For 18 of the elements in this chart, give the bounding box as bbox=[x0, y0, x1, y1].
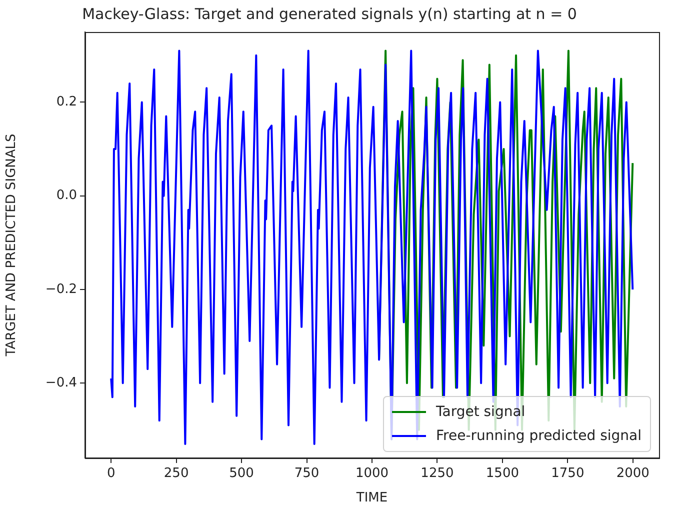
y-tick-label: −0.4 bbox=[45, 375, 77, 390]
x-tick-label: 0 bbox=[106, 466, 116, 482]
legend-label: Free-running predicted signal bbox=[436, 428, 642, 444]
y-tick-label: 0.2 bbox=[56, 94, 77, 110]
y-tick-label: −0.2 bbox=[45, 282, 77, 297]
y-tick-label: 0.0 bbox=[56, 188, 77, 204]
x-tick-label: 750 bbox=[294, 466, 320, 482]
x-tick-label: 1750 bbox=[551, 466, 584, 482]
x-tick-label: 1000 bbox=[355, 466, 389, 482]
x-tick-label: 1250 bbox=[420, 466, 454, 482]
chart-title: Mackey-Glass: Target and generated signals y(n) starting at n = 0 bbox=[82, 4, 577, 23]
x-tick-label: 2000 bbox=[616, 466, 650, 482]
x-axis-title: TIME bbox=[355, 490, 388, 506]
x-tick-label: 500 bbox=[229, 466, 254, 482]
y-axis-title: TARGET AND PREDICTED SIGNALS bbox=[4, 134, 20, 358]
x-tick-label: 250 bbox=[164, 466, 189, 482]
x-tick-label: 1500 bbox=[486, 466, 519, 482]
legend-label: Target signal bbox=[436, 404, 526, 420]
